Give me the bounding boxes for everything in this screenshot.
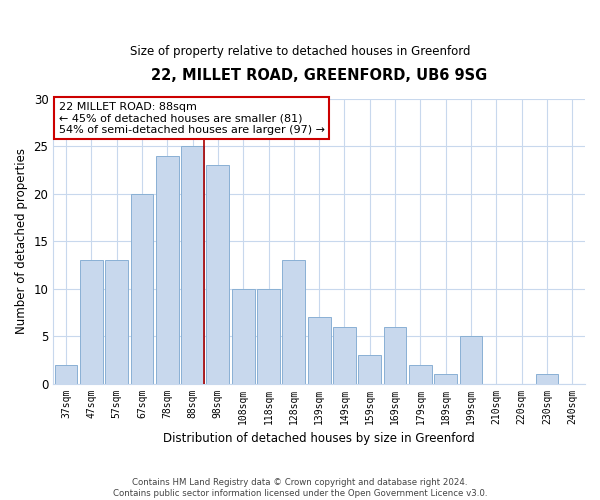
Bar xyxy=(333,326,356,384)
Bar xyxy=(536,374,559,384)
Bar xyxy=(257,288,280,384)
Text: Contains HM Land Registry data © Crown copyright and database right 2024.
Contai: Contains HM Land Registry data © Crown c… xyxy=(113,478,487,498)
X-axis label: Distribution of detached houses by size in Greenford: Distribution of detached houses by size … xyxy=(163,432,475,445)
Title: 22, MILLET ROAD, GREENFORD, UB6 9SG: 22, MILLET ROAD, GREENFORD, UB6 9SG xyxy=(151,68,487,82)
Bar xyxy=(409,364,432,384)
Bar xyxy=(156,156,179,384)
Bar xyxy=(131,194,154,384)
Bar xyxy=(181,146,204,384)
Bar xyxy=(434,374,457,384)
Bar xyxy=(206,166,229,384)
Bar xyxy=(283,260,305,384)
Y-axis label: Number of detached properties: Number of detached properties xyxy=(15,148,28,334)
Bar xyxy=(358,355,381,384)
Bar xyxy=(308,317,331,384)
Text: 22 MILLET ROAD: 88sqm
← 45% of detached houses are smaller (81)
54% of semi-deta: 22 MILLET ROAD: 88sqm ← 45% of detached … xyxy=(59,102,325,135)
Bar xyxy=(55,364,77,384)
Text: Size of property relative to detached houses in Greenford: Size of property relative to detached ho… xyxy=(130,45,470,58)
Bar xyxy=(80,260,103,384)
Bar xyxy=(384,326,406,384)
Bar xyxy=(460,336,482,384)
Bar xyxy=(105,260,128,384)
Bar xyxy=(232,288,254,384)
